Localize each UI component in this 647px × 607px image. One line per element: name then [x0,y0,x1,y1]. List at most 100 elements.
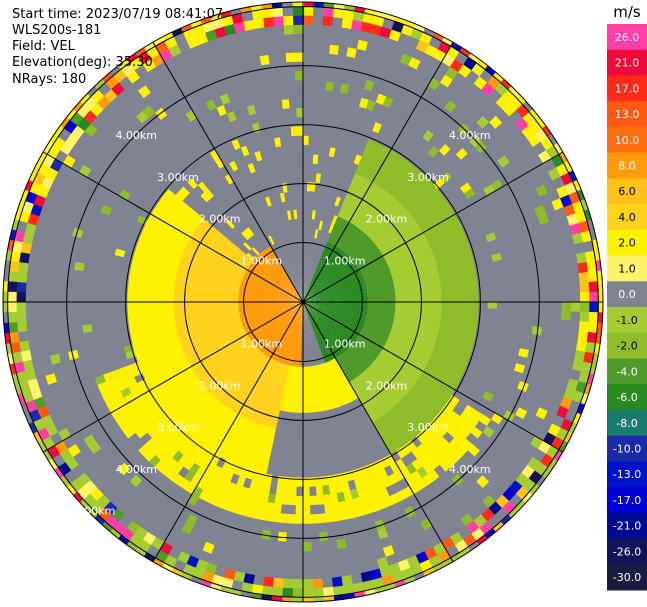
velocity-gate [439,276,450,284]
velocity-gate [160,255,172,264]
velocity-gate [202,391,214,403]
velocity-gate [335,416,344,427]
velocity-gate [200,375,211,386]
velocity-gate [339,364,348,375]
velocity-gate [452,187,465,200]
velocity-gate [158,380,170,391]
velocity-gate [378,124,389,137]
velocity-gate [460,302,470,309]
velocity-gate [213,375,224,386]
velocity-gate [387,408,399,420]
velocity-gate [341,363,350,374]
velocity-gate [353,275,364,282]
velocity-gate [259,424,268,436]
velocity-gate [248,440,258,452]
velocity-gate [359,177,369,188]
velocity-gate [260,585,274,597]
velocity-gate [43,309,55,321]
velocity-gate [496,287,507,296]
velocity-gate [354,277,365,284]
velocity-gate [344,499,355,511]
velocity-gate [269,521,280,533]
velocity-gate [49,352,61,365]
velocity-gate [62,275,74,286]
velocity-gate [355,515,367,527]
velocity-gate [243,438,253,451]
velocity-gate [404,378,416,389]
velocity-gate [337,344,345,354]
velocity-gate [416,580,431,595]
velocity-gate [308,135,316,146]
velocity-gate [367,411,377,423]
velocity-gate [428,218,440,229]
velocity-gate [108,301,119,309]
velocity-gate [311,256,317,267]
velocity-gate [281,392,287,403]
velocity-gate [196,333,208,341]
velocity-gate [394,122,406,135]
velocity-gate [71,308,82,319]
velocity-gate [399,267,411,275]
velocity-gate [404,252,415,261]
velocity-gate [360,267,370,274]
velocity-gate [365,317,376,323]
velocity-gate [297,431,303,442]
velocity-gate [154,352,166,361]
velocity-gate [353,544,366,556]
velocity-gate [319,52,331,64]
velocity-gate [238,311,249,316]
velocity-gate [395,305,406,310]
velocity-gate [260,344,269,354]
velocity-gate [169,423,181,436]
velocity-gate [379,244,390,254]
velocity-gate [367,160,378,172]
velocity-gate [341,374,350,385]
velocity-gate [443,342,455,352]
velocity-gate [485,268,496,277]
velocity-gate [328,311,339,317]
velocity-gate [259,284,269,290]
velocity-gate [294,505,303,516]
velocity-gate [390,439,402,452]
velocity-gate [452,369,464,380]
velocity-gate [294,310,299,320]
velocity-gate [404,343,415,352]
velocity-gate [507,68,523,84]
velocity-gate [340,229,348,240]
velocity-gate [253,393,262,404]
velocity-gate [411,156,423,168]
velocity-gate [173,296,183,302]
velocity-gate [367,260,377,268]
velocity-gate [320,373,327,384]
velocity-gate [194,588,209,602]
velocity-gate [284,303,294,306]
velocity-gate [319,550,331,561]
velocity-gate [421,350,432,360]
velocity-gate [353,388,362,399]
velocity-gate [350,573,363,585]
velocity-gate [161,250,173,260]
velocity-gate [313,278,320,288]
velocity-gate [379,189,390,201]
velocity-gate [362,324,373,331]
velocity-gate [154,570,170,585]
velocity-gate [384,182,395,194]
velocity-gate [44,273,55,285]
velocity-gate [294,310,300,320]
velocity-gate [311,296,322,300]
velocity-gate [352,535,364,547]
velocity-gate [142,389,155,401]
velocity-gate [112,339,124,350]
velocity-gate [376,35,390,48]
velocity-gate [171,412,184,425]
velocity-gate [314,365,319,376]
velocity-gate [366,336,377,345]
velocity-gate [375,448,386,461]
velocity-gate [44,318,55,330]
velocity-gate [236,600,251,602]
velocity-gate [84,254,96,266]
velocity-gate [276,291,286,296]
velocity-gate [395,447,407,460]
velocity-gate [293,542,303,552]
velocity-gate [308,308,316,317]
